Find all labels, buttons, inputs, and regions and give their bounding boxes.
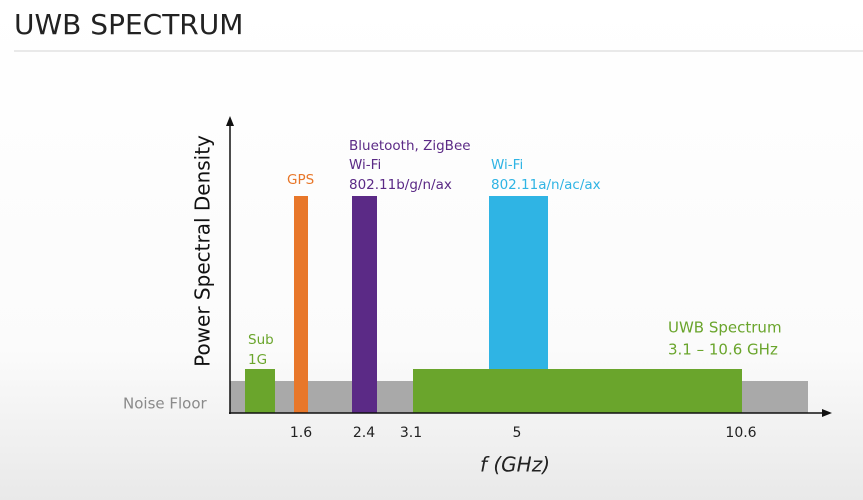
band-label: 3.1 – 10.6 GHz (668, 341, 778, 359)
x-axis-arrow (822, 409, 832, 417)
bluetooth-band (352, 196, 377, 413)
band-label: UWB Spectrum (668, 319, 782, 337)
wifi5-band (489, 196, 548, 370)
band-label: 802.11a/n/ac/ax (491, 177, 601, 193)
band-label: Wi-Fi (491, 157, 523, 173)
gps-band (294, 196, 308, 413)
y-axis-label: Power Spectral Density (191, 135, 215, 367)
y-axis-arrow (226, 116, 234, 126)
noise-floor-label: Noise Floor (123, 395, 208, 413)
band-label: 802.11b/g/n/ax (349, 177, 452, 193)
band-label: Bluetooth, ZigBee (349, 138, 471, 154)
x-tick-label: 2.4 (353, 425, 375, 441)
band-label: 1G (248, 352, 267, 368)
band-label: Wi-Fi (349, 157, 381, 173)
x-axis-label: f (GHz) (480, 453, 550, 477)
x-tick-label: 5 (513, 425, 522, 441)
band-label: GPS (287, 172, 314, 188)
sub1g-band (245, 369, 275, 413)
slide-title: UWB SPECTRUM (14, 8, 243, 41)
uwb-band (413, 369, 742, 413)
band-label: Sub (248, 332, 274, 348)
x-tick-label: 10.6 (725, 425, 756, 441)
x-tick-label: 1.6 (290, 425, 312, 441)
x-tick-label: 3.1 (400, 425, 422, 441)
